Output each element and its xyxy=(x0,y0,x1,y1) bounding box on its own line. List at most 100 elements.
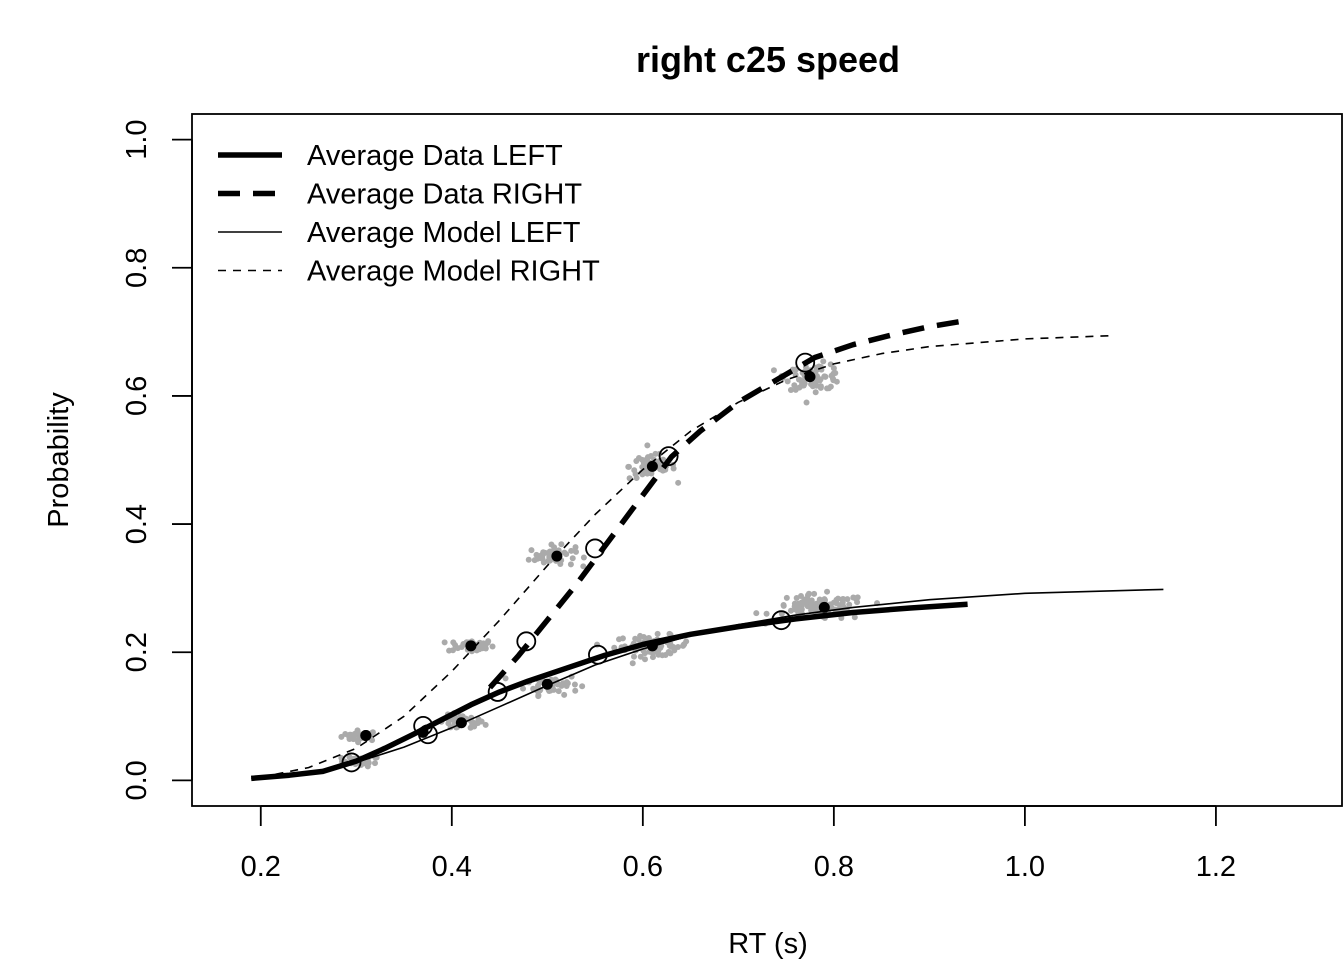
cloud-point xyxy=(811,590,818,597)
model-point-left xyxy=(487,682,508,702)
cloud-point xyxy=(800,382,807,389)
cloud-point xyxy=(631,467,638,474)
cloud-point xyxy=(632,635,639,642)
cloud-point xyxy=(801,596,808,603)
cloud-point xyxy=(449,647,456,654)
cloud-point xyxy=(633,458,640,465)
y-tick-label: 0.4 xyxy=(121,504,153,544)
legend-label-2: Average Model LEFT xyxy=(307,217,581,249)
cloud-point xyxy=(475,716,482,723)
cloud-point xyxy=(535,693,542,700)
cloud-point xyxy=(569,555,576,562)
model-point-left xyxy=(588,644,608,665)
cloud-point xyxy=(629,660,636,667)
cloud-point xyxy=(791,382,798,389)
x-tick-label: 0.2 xyxy=(241,851,281,883)
legend-label-3: Average Model RIGHT xyxy=(307,256,600,288)
cloud-point xyxy=(342,731,349,738)
cloud-point xyxy=(852,595,859,602)
cloud-point xyxy=(817,376,824,383)
x-tick-label: 1.0 xyxy=(1005,851,1045,883)
cloud-point xyxy=(813,600,820,607)
cloud-point xyxy=(502,675,509,682)
cloud-point xyxy=(821,596,828,603)
cloud-point xyxy=(637,632,644,639)
series-lines xyxy=(250,317,1164,782)
cloud-point xyxy=(560,680,567,687)
x-tick-label: 1.2 xyxy=(1196,851,1236,883)
cloud-point xyxy=(844,596,851,603)
cloud-point xyxy=(354,737,361,744)
cloud-point xyxy=(770,367,777,374)
cloud-point xyxy=(558,541,565,548)
cloud-point xyxy=(639,456,646,463)
cloud-point xyxy=(346,735,353,742)
cloud-point xyxy=(555,688,562,695)
cloud-point xyxy=(441,639,448,646)
cloud-point xyxy=(753,610,760,617)
series-line-2 xyxy=(251,588,1164,780)
cloud-point xyxy=(830,365,837,372)
cloud-point xyxy=(555,681,562,688)
cloud-point xyxy=(568,547,575,554)
model-point-right xyxy=(516,631,537,652)
data-point-left xyxy=(818,601,830,613)
cloud-point xyxy=(795,376,802,383)
cloud-point xyxy=(369,737,376,744)
cloud-point xyxy=(572,548,579,555)
data-point-right xyxy=(465,640,477,652)
cloud-point xyxy=(820,358,827,365)
cloud-point xyxy=(350,733,357,740)
model-point-right xyxy=(658,446,679,467)
cloud-point xyxy=(561,549,568,556)
cloud-point xyxy=(546,557,553,564)
point-markers xyxy=(341,352,830,773)
data-point-right xyxy=(360,730,372,742)
cloud-point xyxy=(667,650,674,657)
cloud-point xyxy=(832,369,839,376)
cloud-point xyxy=(666,642,673,649)
cloud-point xyxy=(525,556,532,563)
cloud-point xyxy=(830,377,837,384)
cloud-point xyxy=(675,479,682,486)
cloud-point xyxy=(540,559,547,566)
y-tick-label: 0.6 xyxy=(121,376,153,416)
y-tick-label: 0.0 xyxy=(121,760,153,800)
cloud-point xyxy=(794,605,801,612)
cloud-point xyxy=(805,590,812,597)
model-point-left xyxy=(341,752,362,773)
x-tick-label: 0.4 xyxy=(432,851,472,883)
cloud-point xyxy=(835,595,842,602)
cloud-point xyxy=(458,644,465,651)
cloud-point xyxy=(482,721,489,728)
cloud-point xyxy=(579,683,586,690)
cloud-point xyxy=(644,454,651,461)
legend: Average Data LEFT Average Data RIGHT Avera… xyxy=(218,140,600,288)
data-point-left xyxy=(646,640,658,652)
cloud-point xyxy=(572,687,579,694)
cloud-point xyxy=(528,547,535,554)
data-point-right xyxy=(646,460,658,472)
cloud-point xyxy=(616,636,623,643)
cloud-point xyxy=(780,601,787,608)
chart-title: right c25 speed xyxy=(636,39,900,80)
cloud-point xyxy=(482,641,489,648)
cloud-point xyxy=(567,561,574,568)
cloud-point xyxy=(824,588,831,595)
cloud-point xyxy=(452,641,459,648)
cloud-point xyxy=(354,727,361,734)
cloud-point xyxy=(572,544,579,551)
legend-label-0: Average Data LEFT xyxy=(307,140,563,172)
y-axis: 0.0 0.2 0.4 0.6 0.8 1.0 xyxy=(121,119,193,801)
cloud-point xyxy=(784,378,791,385)
cloud-point xyxy=(659,652,666,659)
x-tick-label: 0.8 xyxy=(814,851,854,883)
model-point-left xyxy=(418,724,438,745)
cloud-point xyxy=(846,601,853,608)
cloud-point xyxy=(851,614,858,621)
data-point-right xyxy=(804,371,816,383)
cloud-point xyxy=(654,630,661,637)
cloud-point xyxy=(641,656,648,663)
cloud-point xyxy=(546,548,553,555)
